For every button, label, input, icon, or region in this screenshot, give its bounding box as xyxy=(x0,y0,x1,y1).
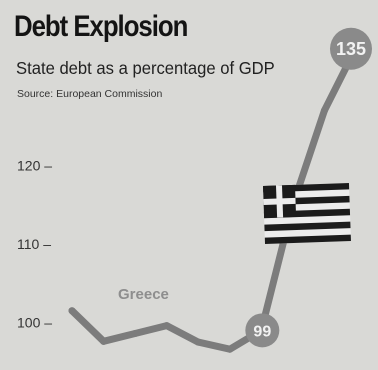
chart-subtitle: State debt as a percentage of GDP xyxy=(16,58,275,78)
y-tick-label: 100 – xyxy=(17,315,52,331)
y-axis: 100 – 110 – 120 – xyxy=(17,158,52,331)
value-badge-circle xyxy=(330,27,372,70)
data-point xyxy=(194,338,202,346)
value-badge-99: 99 xyxy=(245,313,280,348)
data-point xyxy=(131,329,139,337)
value-badge-label: 99 xyxy=(253,323,271,340)
data-point xyxy=(68,307,76,315)
data-point xyxy=(320,107,328,115)
value-badge-135: 135 xyxy=(330,27,372,70)
value-badge-label: 135 xyxy=(336,39,366,59)
series-label-greece: Greece xyxy=(118,286,169,303)
y-tick-label: 110 – xyxy=(17,236,51,252)
series-line-greece xyxy=(68,44,360,353)
chart-title: Debt Explosion xyxy=(14,10,188,43)
chart-source: Source: European Commission xyxy=(17,88,163,100)
data-point xyxy=(100,337,108,345)
greece-flag-icon xyxy=(263,182,351,245)
value-badge-circle xyxy=(245,313,280,348)
value-badges: 99 135 xyxy=(245,27,372,348)
data-point xyxy=(226,345,234,353)
y-tick-label: 120 – xyxy=(17,158,52,174)
data-point xyxy=(163,322,171,330)
